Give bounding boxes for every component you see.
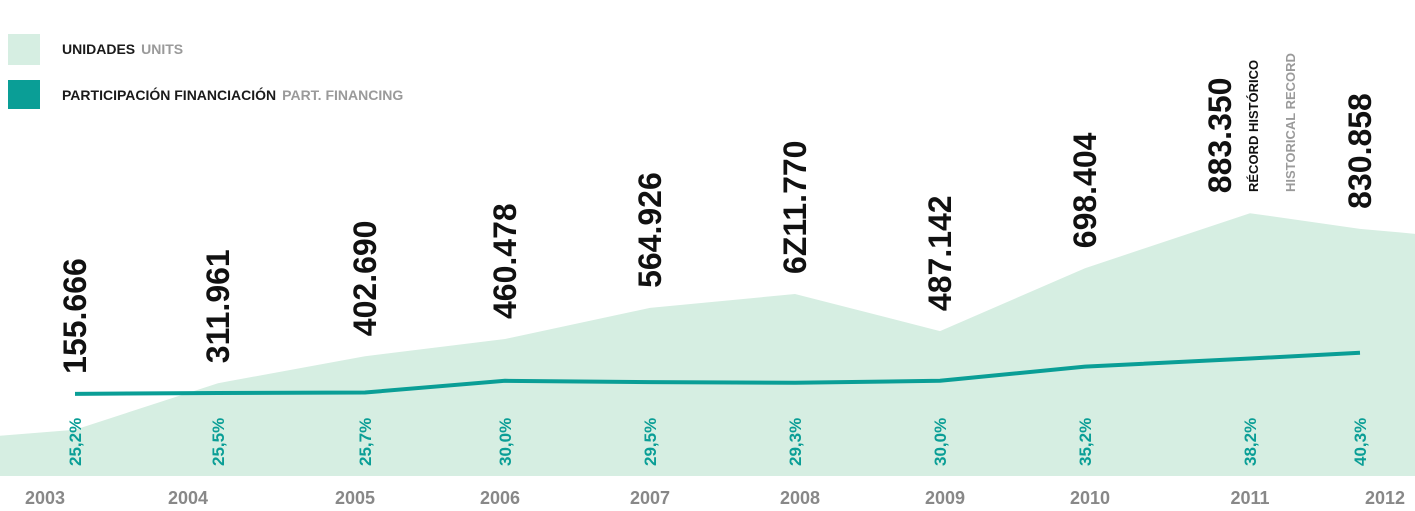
units-label: 402.690 <box>347 221 383 337</box>
x-tick-label: 2012 <box>1365 488 1405 508</box>
legend-swatch-units <box>8 34 40 65</box>
units-label: 155.666 <box>57 258 93 374</box>
line <box>74 350 1361 396</box>
financing-label: 25,7% <box>356 418 375 466</box>
units-label: 6Z11.770 <box>777 141 813 274</box>
units-label: 460.478 <box>487 203 523 319</box>
units-label: 830.858 <box>1342 93 1378 209</box>
x-tick-label: 2004 <box>168 488 208 508</box>
financing-label: 25,5% <box>209 418 228 466</box>
units-label: 698.404 <box>1067 132 1103 248</box>
x-tick-label: 2011 <box>1230 488 1269 508</box>
legend-name: PARTICIPACIÓN FINANCIACIÓN <box>62 86 276 103</box>
x-tick-label: 2009 <box>925 488 965 508</box>
units-label: 311.961 <box>200 249 236 363</box>
financing-label: 30,0% <box>496 418 515 466</box>
financing-label: 25,2% <box>66 418 85 466</box>
legend-label: UNIDADES UNITS <box>62 41 183 57</box>
annotation: RÉCORD HISTÓRICO <box>1246 60 1261 192</box>
units-label: 487.142 <box>922 195 958 311</box>
area-edge <box>0 429 75 476</box>
legend-name-en: PART. FINANCING <box>282 87 403 103</box>
financing-label: 29,3% <box>786 418 805 466</box>
financing-label: 29,5% <box>641 418 660 466</box>
legend-swatch-financing <box>8 80 40 109</box>
legend-name: UNIDADES <box>62 41 135 57</box>
financing-label: 40,3% <box>1351 418 1370 466</box>
x-tick-label: 2003 <box>25 488 65 508</box>
units-label: 883.350 <box>1202 78 1238 194</box>
annotation: HISTORICAL RECORD <box>1283 53 1298 192</box>
financing-label: 30,0% <box>931 418 950 466</box>
x-tick-label: 2008 <box>780 488 820 508</box>
financing-label: 38,2% <box>1241 418 1260 466</box>
x-tick-label: 2010 <box>1070 488 1110 508</box>
x-tick-label: 2006 <box>480 488 520 508</box>
units-label: 564.926 <box>632 172 668 288</box>
x-tick-label: 2005 <box>335 488 375 508</box>
x-tick-label: 2007 <box>630 488 670 508</box>
area <box>75 213 1360 476</box>
legend-label: PARTICIPACIÓN FINANCIACIÓN PART. FINANCIN… <box>62 86 403 103</box>
area-edge <box>1360 228 1415 476</box>
legend-name-en: UNITS <box>141 41 183 57</box>
financing-label: 35,2% <box>1076 418 1095 466</box>
